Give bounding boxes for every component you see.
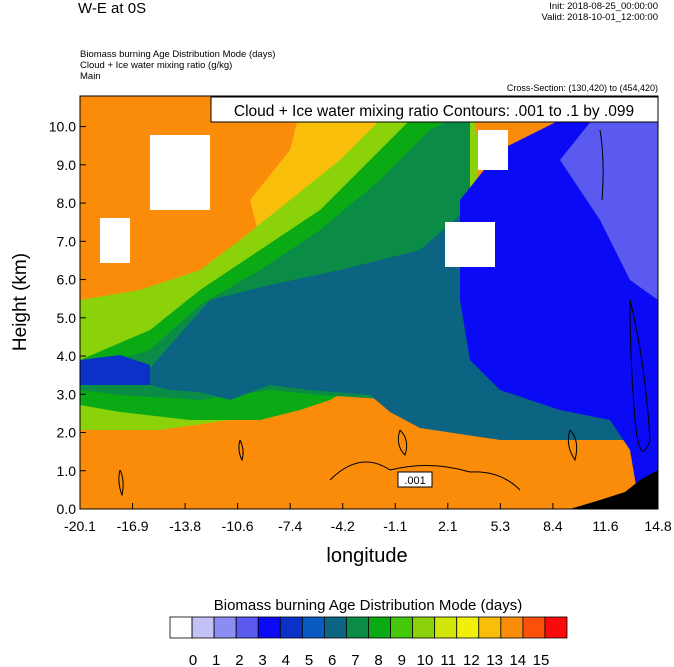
contour-label-text: .001: [404, 475, 425, 487]
colorbar-label: 5: [305, 652, 313, 667]
y-tick-label: 2.0: [57, 425, 77, 441]
y-tick-label: 8.0: [57, 195, 77, 211]
colorbar-label: 13: [486, 652, 503, 667]
colorbar-label: 11: [440, 652, 456, 667]
x-axis-label: longitude: [326, 545, 407, 567]
colorbar-swatch: [522, 616, 546, 639]
x-tick-label: 14.8: [644, 518, 671, 534]
x-tick-label: 11.6: [592, 518, 618, 534]
cloud-patch-2: [100, 218, 130, 263]
colorbar-swatch: [213, 616, 237, 639]
colorbar-swatch: [368, 616, 391, 639]
y-axis: 0.0 1.0 2.0 3.0 4.0 5.0 6.0 7.0 8.0 9.0 10.0: [49, 119, 86, 517]
y-tick-label: 10.0: [49, 119, 76, 135]
colorbar-swatch: [257, 616, 281, 639]
colorbar-label: 9: [398, 652, 406, 667]
y-tick-label: 4.0: [57, 348, 77, 364]
colorbar: [169, 616, 568, 639]
cloud-patch-3: [445, 222, 495, 267]
colorbar-swatch: [390, 616, 414, 639]
colorbar-swatch: [412, 616, 436, 639]
y-tick-label: 7.0: [57, 233, 77, 249]
plot-frame: [79, 95, 659, 510]
colorbar-label: 2: [235, 652, 243, 667]
contour-info-box: [210, 96, 659, 123]
x-tick-label: -4.2: [331, 518, 355, 534]
colorbar-label: 6: [328, 652, 336, 667]
colorbar-swatch: [191, 616, 215, 639]
colorbar-label: 7: [351, 652, 359, 667]
x-tick-label: -1.1: [383, 518, 407, 534]
field-blue-light: [560, 96, 658, 300]
init-time: Init: 2018-08-25_00:00:00: [549, 1, 658, 12]
colorbar-swatch: [235, 616, 259, 639]
colorbar-swatch: [544, 616, 568, 639]
colorbar-label: 0: [189, 652, 197, 667]
y-tick-label: 0.0: [57, 501, 77, 517]
y-tick-label: 6.0: [57, 272, 77, 288]
plot-title: W-E at 0S: [78, 0, 147, 17]
colorbar-swatch: [456, 616, 480, 639]
y-tick-label: 3.0: [57, 386, 77, 402]
field-lower-orange: [80, 410, 630, 509]
subtitle-line-2: Cloud + Ice water mixing ratio (g/kg): [80, 60, 233, 71]
contour-lines: [118, 129, 651, 497]
colorbar-swatch: [301, 616, 325, 639]
x-tick-label: -16.9: [117, 518, 149, 534]
colorbar-label: 15: [533, 652, 550, 667]
contour-label-box: [397, 471, 433, 488]
colorbar-label: 3: [258, 652, 266, 667]
terrain: [570, 470, 658, 509]
colorbar-label: 14: [509, 652, 526, 667]
colorbar-swatch: [279, 616, 303, 639]
cloud-patch-1: [150, 135, 210, 210]
x-tick-label: 5.3: [491, 518, 511, 534]
x-tick-label: 2.1: [438, 518, 458, 534]
colorbar-swatch: [346, 616, 369, 639]
subtitle-line-1: Biomass burning Age Distribution Mode (d…: [80, 49, 276, 60]
colorbar-swatch: [500, 616, 524, 639]
y-tick-label: 5.0: [57, 310, 77, 326]
colorbar-label: 4: [282, 652, 290, 667]
colorbar-labels: 0 1 2 3 4 5 6 7 8 9 10 11 12 13 14 15: [189, 652, 550, 667]
colorbar-label: 8: [374, 652, 382, 667]
x-tick-label: -13.8: [169, 518, 201, 534]
x-tick-label: -20.1: [64, 518, 96, 534]
y-axis-label: Height (km): [10, 253, 31, 351]
x-axis: -20.1 -16.9 -13.8 -10.6 -7.4 -4.2 -1.1 2.1 5.3 8.…: [64, 503, 672, 534]
field-left-blue: [80, 355, 150, 385]
valid-time: Valid: 2018-10-01_12:00:00: [541, 12, 658, 23]
colorbar-title: Biomass burning Age Distribution Mode (d…: [214, 597, 522, 614]
colorbar-swatch: [323, 616, 347, 639]
x-tick-label: -7.4: [278, 518, 302, 534]
contour-info-text: Cloud + Ice water mixing ratio Contours:…: [234, 103, 634, 120]
colorbar-label: 12: [463, 652, 480, 667]
colorbar-label: 10: [417, 652, 434, 667]
y-tick-label: 1.0: [57, 463, 77, 479]
cross-section-label: Cross-Section: (130,420) to (454,420): [506, 83, 658, 93]
heatmap-fields: [80, 96, 658, 509]
colorbar-swatch: [478, 616, 502, 639]
y-tick-label: 9.0: [57, 157, 77, 173]
subtitle-line-3: Main: [80, 71, 101, 82]
colorbar-label: 1: [212, 652, 220, 667]
x-tick-label: 8.4: [543, 518, 563, 534]
colorbar-swatch: [434, 616, 458, 639]
colorbar-swatch: [169, 616, 193, 639]
x-tick-label: -10.6: [222, 518, 254, 534]
cloud-patch-4: [478, 130, 508, 170]
